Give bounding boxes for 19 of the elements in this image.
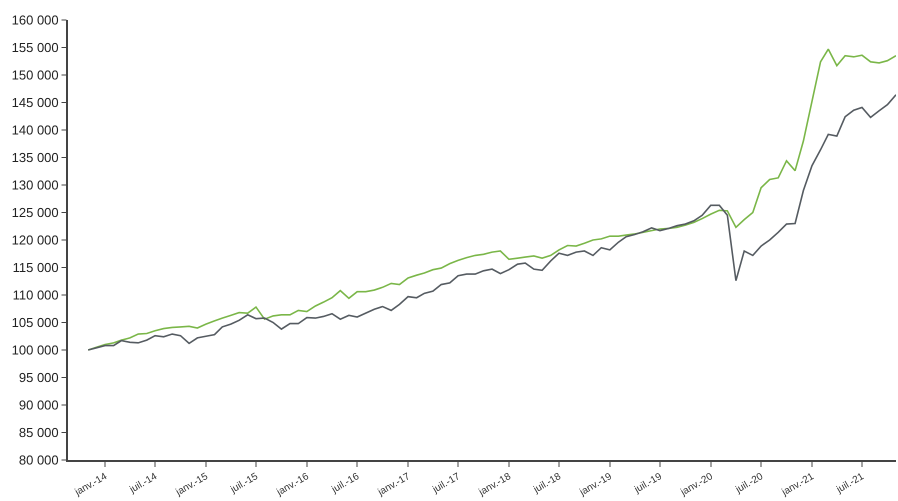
y-tick-label: 100 000 bbox=[12, 342, 59, 358]
y-tick-label: 145 000 bbox=[12, 95, 59, 110]
y-tick-label: 120 000 bbox=[12, 232, 59, 248]
y-tick-label: 110 000 bbox=[12, 288, 59, 303]
y-tick-label: 90 000 bbox=[18, 398, 59, 413]
y-tick-label: 140 000 bbox=[12, 122, 59, 138]
y-tick-label: 130 000 bbox=[12, 178, 59, 193]
line-series bbox=[87, 48, 896, 351]
y-tick-label: 125 000 bbox=[12, 205, 59, 220]
y-tick-label: 135 000 bbox=[12, 150, 59, 166]
y-tick-label: 115 000 bbox=[12, 260, 59, 276]
y-tick-label: 95 000 bbox=[18, 370, 59, 386]
line-series bbox=[87, 94, 896, 351]
y-tick-label: 160 000 bbox=[12, 12, 59, 28]
y-tick-label: 80 000 bbox=[18, 452, 59, 468]
y-tick-label: 155 000 bbox=[12, 40, 59, 56]
y-tick-label: 85 000 bbox=[18, 425, 59, 440]
y-tick-label: 105 000 bbox=[12, 315, 59, 330]
y-tick-label: 150 000 bbox=[12, 68, 59, 83]
